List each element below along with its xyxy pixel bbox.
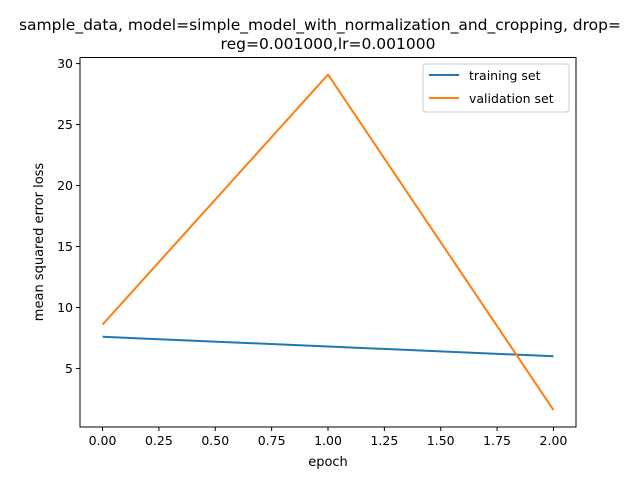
legend-label-training: training set xyxy=(469,68,541,83)
y-tick-label: 20 xyxy=(57,178,73,193)
x-axis: 0.00 0.25 0.50 0.75 1.00 1.25 1.50 1.75 2.00 xyxy=(89,427,568,448)
x-tick-label: 1.25 xyxy=(370,433,398,448)
x-tick-label: 0.25 xyxy=(145,433,173,448)
y-tick-label: 25 xyxy=(57,117,73,132)
x-tick-label: 0.50 xyxy=(201,433,229,448)
legend: training set validation set xyxy=(422,63,570,113)
legend-box xyxy=(422,63,570,113)
chart-title-line-1: sample_data, model=simple_model_with_nor… xyxy=(19,16,621,35)
series-line-0 xyxy=(102,335,554,358)
x-tick-label: 1.75 xyxy=(483,433,511,448)
y-axis: 5 10 15 20 25 30 xyxy=(57,56,80,376)
y-tick-label: 10 xyxy=(57,300,73,315)
x-tick-label: 0.00 xyxy=(89,433,117,448)
plot-frame xyxy=(79,57,577,428)
x-tick-label: 0.75 xyxy=(258,433,286,448)
y-tick-label: 5 xyxy=(65,361,73,376)
series-lines xyxy=(101,73,555,411)
y-axis-label: mean squared error loss xyxy=(32,163,47,322)
x-tick-label: 2.00 xyxy=(540,433,568,448)
y-tick-label: 30 xyxy=(57,56,73,71)
legend-label-validation: validation set xyxy=(469,91,554,106)
y-tick-label: 15 xyxy=(57,239,73,254)
x-tick-label: 1.50 xyxy=(427,433,455,448)
x-tick-label: 1.00 xyxy=(314,433,342,448)
series-line-1 xyxy=(101,73,555,411)
chart-title-line-2: reg=0.001000,lr=0.001000 xyxy=(221,35,436,53)
x-axis-label: epoch xyxy=(308,455,348,470)
